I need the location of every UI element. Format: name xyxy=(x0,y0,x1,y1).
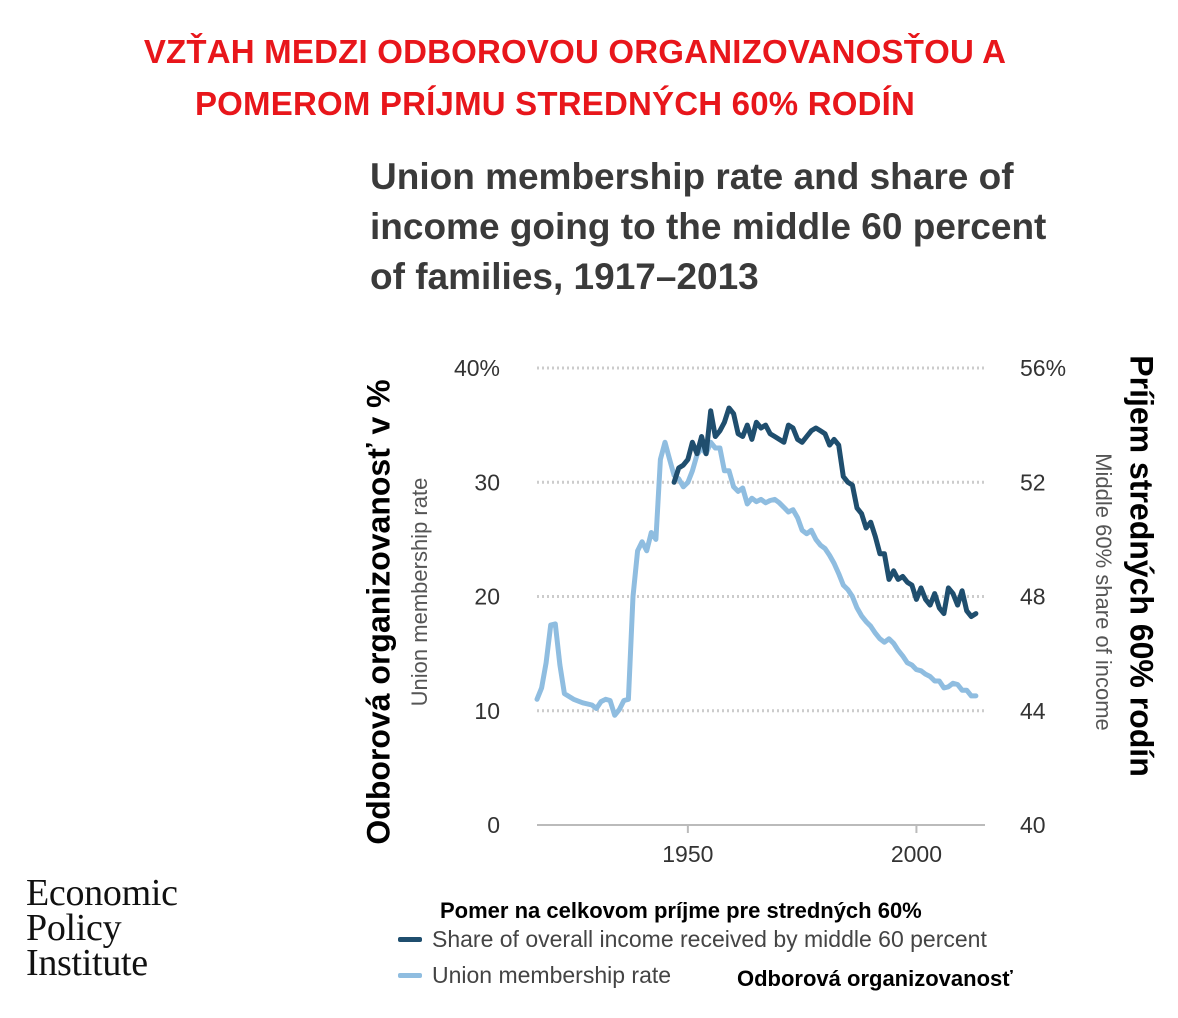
chart-title-line-1: Union membership rate and share of xyxy=(370,156,1014,197)
y-tick-label: 30 xyxy=(474,469,500,495)
y2-tick-label: 48 xyxy=(1020,584,1046,610)
series-line-middle60-share xyxy=(671,405,979,619)
right-axis-label: Middle 60% share of income xyxy=(1091,453,1116,731)
legend-swatch-union xyxy=(398,973,422,978)
y-tick-label: 10 xyxy=(474,698,500,724)
banner-title: VZŤAH MEDZI ODBOROVOU ORGANIZOVANOSŤOU A… xyxy=(0,26,1150,130)
y2-tick-label: 44 xyxy=(1020,698,1046,724)
logo-line-3: Institute xyxy=(26,942,148,984)
legend-item-share: Share of overall income received by midd… xyxy=(398,926,987,953)
y-tick-label: 20 xyxy=(474,584,500,610)
legend-union-overlay: Odborová organizovanosť xyxy=(737,966,1013,991)
logo-line-1: Economic xyxy=(26,872,178,914)
y2-tick-label: 56% xyxy=(1020,355,1066,381)
left-overlay-label: Odborová organizovanosť v % xyxy=(360,379,397,845)
y2-tick-label: 52 xyxy=(1020,469,1046,495)
banner-line-2: POMEROM PRÍJMU STREDNÝCH 60% RODÍN xyxy=(194,85,916,122)
legend-label-union: Union membership rate xyxy=(432,962,672,988)
y2-tick-label: 40 xyxy=(1020,812,1046,838)
chart-title-line-2: income going to the middle 60 percent xyxy=(370,206,1047,247)
x-tick-label: 1950 xyxy=(662,841,713,867)
chart-title: Union membership rate and share of incom… xyxy=(370,152,1160,302)
chart-title-line-3: of families, 1917–2013 xyxy=(370,256,759,297)
x-tick-label: 2000 xyxy=(891,841,942,867)
logo-line-2: Policy xyxy=(26,907,122,949)
legend-swatch-share xyxy=(398,937,422,942)
legend-share-overlay: Pomer na celkovom príjme pre stredných 6… xyxy=(440,898,922,923)
legend-label-share: Share of overall income received by midd… xyxy=(432,926,987,952)
series-line-union-membership xyxy=(534,439,979,718)
y-tick-label: 40% xyxy=(454,355,500,381)
left-axis-label: Union membership rate xyxy=(407,477,432,707)
banner-line-1: VZŤAH MEDZI ODBOROVOU ORGANIZOVANOSŤOU A xyxy=(143,33,1007,70)
epi-logo: Economic Policy Institute xyxy=(26,872,178,984)
y-tick-label: 0 xyxy=(487,812,500,838)
legend-item-union: Union membership rate xyxy=(398,962,671,989)
right-overlay-label: Príjem stredných 60% rodín xyxy=(1123,355,1160,777)
